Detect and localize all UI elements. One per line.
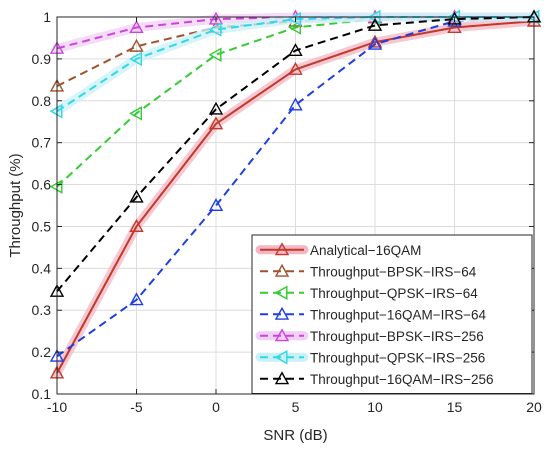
series-group bbox=[49, 9, 542, 297]
x-tick-label: 10 bbox=[367, 399, 383, 415]
legend: Analytical−16QAM Throughput−BPSK−IRS−64 Th… bbox=[251, 234, 533, 394]
data-point bbox=[49, 104, 63, 119]
legend-box bbox=[251, 234, 533, 394]
x-tick-label: 15 bbox=[447, 399, 463, 415]
y-tick-label: 0.6 bbox=[32, 177, 52, 193]
data-point bbox=[367, 34, 383, 48]
series-group bbox=[49, 9, 540, 194]
data-point bbox=[288, 97, 303, 111]
data-point bbox=[208, 101, 224, 115]
x-tick-label: 0 bbox=[212, 399, 220, 415]
y-axis-label: Throughput (%) bbox=[7, 153, 24, 257]
legend-label: Throughput−16QAM−IRS−64 bbox=[310, 307, 486, 322]
series-line bbox=[56, 16, 535, 293]
data-point bbox=[526, 9, 540, 25]
legend-marker bbox=[274, 371, 290, 385]
data-point bbox=[288, 11, 301, 27]
x-tick-label: -10 bbox=[47, 399, 67, 415]
data-point bbox=[129, 189, 144, 203]
series-line bbox=[56, 16, 535, 358]
data-point bbox=[129, 106, 143, 121]
data-point bbox=[288, 61, 303, 75]
y-tick-label: 0.9 bbox=[32, 51, 52, 67]
legend-label: Throughput−QPSK−IRS−64 bbox=[310, 286, 478, 301]
y-tick-label: 0.8 bbox=[32, 93, 52, 109]
y-tick-label: 0.1 bbox=[32, 386, 52, 402]
legend-marker bbox=[274, 285, 288, 300]
data-point bbox=[129, 51, 143, 67]
legend-label: Throughput−BPSK−IRS−64 bbox=[310, 264, 477, 279]
y-tick-label: 0.7 bbox=[32, 135, 52, 151]
legend-marker bbox=[274, 263, 290, 277]
legend-marker bbox=[274, 328, 290, 342]
x-tick-label: 20 bbox=[526, 399, 542, 415]
data-point bbox=[208, 198, 224, 212]
y-tick-label: 1 bbox=[43, 9, 51, 25]
legend-label: Throughput−BPSK−IRS−256 bbox=[310, 329, 484, 344]
x-tick-label: -5 bbox=[130, 399, 143, 415]
data-point bbox=[447, 11, 462, 25]
y-tick-label: 0.2 bbox=[32, 344, 52, 360]
legend-marker bbox=[274, 350, 288, 365]
series-line bbox=[56, 16, 534, 188]
data-point bbox=[129, 292, 144, 306]
x-tick-label: 5 bbox=[292, 399, 300, 415]
y-tick-label: 0.4 bbox=[32, 260, 52, 276]
legend-marker bbox=[274, 242, 290, 256]
data-point bbox=[129, 219, 144, 232]
data-point bbox=[288, 20, 301, 35]
series-line bbox=[56, 20, 535, 374]
data-point bbox=[208, 116, 224, 130]
data-point bbox=[447, 20, 462, 33]
legend-label: Throughput−QPSK−IRS−256 bbox=[310, 350, 485, 365]
x-axis-label: SNR (dB) bbox=[263, 427, 327, 444]
data-point bbox=[367, 36, 383, 50]
legend-label: Throughput−16QAM−IRS−256 bbox=[310, 372, 494, 387]
y-tick-label: 0.5 bbox=[32, 218, 52, 234]
data-point bbox=[367, 17, 383, 31]
series-group bbox=[49, 13, 542, 379]
legend-marker bbox=[274, 306, 290, 320]
data-point bbox=[129, 38, 144, 52]
data-point bbox=[49, 179, 63, 194]
legend-label: Analytical−16QAM bbox=[310, 243, 421, 258]
data-point bbox=[288, 43, 303, 57]
y-tick-label: 0.3 bbox=[32, 302, 52, 318]
data-point bbox=[129, 20, 144, 33]
data-point bbox=[208, 11, 224, 25]
data-point bbox=[208, 47, 222, 62]
axis-ticks: -10 -5 0 5 10 15 20 0.1 0.2 0.3 0.4 0.5 0.6 0.7 0.8 0.9… bbox=[32, 9, 542, 415]
data-point bbox=[208, 22, 222, 37]
